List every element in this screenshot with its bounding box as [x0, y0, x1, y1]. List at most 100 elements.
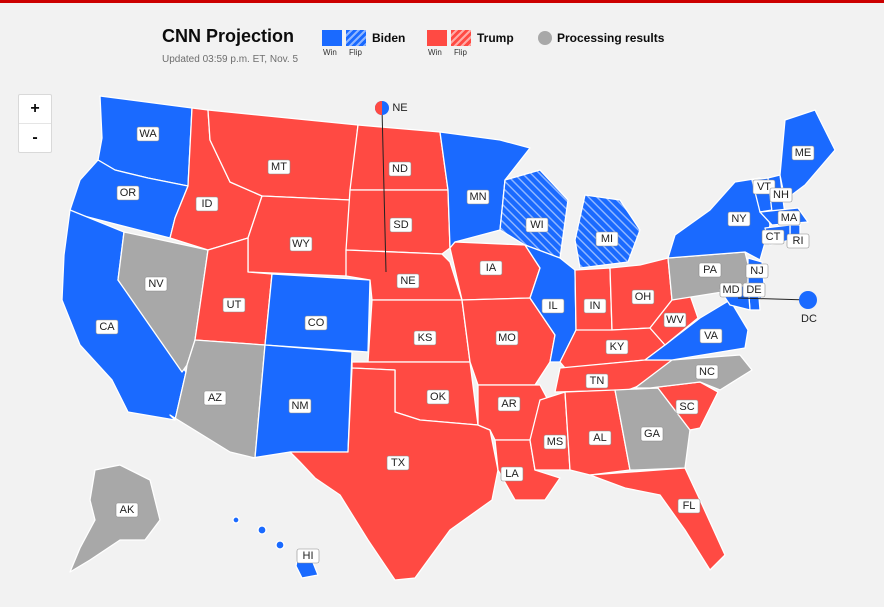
- state-label-box-or: [116, 185, 140, 201]
- state-label-tn: TN: [590, 375, 605, 387]
- dc-label: DC: [801, 313, 817, 325]
- state-label-mo: MO: [498, 332, 516, 344]
- state-label-nv: NV: [148, 278, 164, 290]
- zoom-in-button[interactable]: +: [30, 100, 40, 117]
- state-label-box-nm: [288, 398, 312, 414]
- state-label-hi: HI: [303, 550, 314, 562]
- state-fl[interactable]: [589, 467, 726, 571]
- top-accent-bar: [0, 0, 884, 3]
- state-label-ar: AR: [501, 398, 516, 410]
- state-hi[interactable]: [232, 516, 319, 579]
- state-label-fl: FL: [683, 500, 696, 512]
- state-label-box-ca: [95, 319, 119, 335]
- state-ak[interactable]: [69, 464, 161, 573]
- state-label-box-co: [304, 315, 328, 331]
- state-label-box-ma: [777, 210, 801, 226]
- state-label-box-fl: [677, 498, 701, 514]
- state-label-box-nj: [745, 263, 769, 279]
- dc-marker[interactable]: DC: [737, 291, 817, 325]
- state-label-box-nc: [695, 364, 719, 380]
- state-label-il: IL: [548, 300, 557, 312]
- zoom-out-button[interactable]: -: [19, 123, 51, 152]
- state-label-box-va: [699, 328, 723, 344]
- state-label-wa: WA: [139, 128, 157, 140]
- state-label-box-wa: [136, 126, 160, 142]
- state-label-ak: AK: [120, 504, 135, 516]
- state-label-in: IN: [590, 300, 601, 312]
- legend-biden-label: Biden: [372, 31, 406, 45]
- state-label-ct: CT: [766, 231, 781, 243]
- state-label-box-pa: [698, 262, 722, 278]
- legend-processing-label: Processing results: [557, 31, 665, 45]
- state-label-ny: NY: [731, 213, 747, 225]
- state-label-nm: NM: [291, 400, 308, 412]
- state-nd[interactable]: [349, 124, 449, 191]
- map-header: CNN Projection Updated 03:59 p.m. ET, No…: [162, 26, 298, 65]
- state-label-box-ct: [761, 229, 785, 245]
- state-label-or: OR: [120, 187, 137, 199]
- state-label-box-wi: [525, 217, 549, 233]
- biden-win-swatch: [322, 30, 342, 46]
- state-label-box-la: [500, 466, 524, 482]
- state-label-box-wv: [663, 312, 687, 328]
- state-label-ma: MA: [781, 212, 798, 224]
- state-label-md: MD: [722, 284, 739, 296]
- state-label-box-mt: [267, 159, 291, 175]
- state-tx[interactable]: [289, 367, 499, 581]
- ne-split-marker[interactable]: NE: [375, 101, 408, 273]
- state-label-ky: KY: [610, 341, 625, 353]
- state-label-mn: MN: [469, 191, 486, 203]
- state-label-box-ms: [543, 434, 567, 450]
- state-label-box-ks: [413, 330, 437, 346]
- state-label-box-id: [195, 196, 219, 212]
- state-label-ne: NE: [400, 275, 415, 287]
- state-label-box-il: [541, 298, 565, 314]
- state-label-box-ga: [640, 426, 664, 442]
- state-label-box-sd: [389, 217, 413, 233]
- state-mi[interactable]: [574, 194, 641, 269]
- state-label-box-tx: [386, 455, 410, 471]
- state-label-box-ne: [396, 273, 420, 289]
- state-label-ri: RI: [793, 235, 804, 247]
- state-label-box-al: [588, 430, 612, 446]
- state-label-mt: MT: [271, 161, 287, 173]
- state-label-box-sc: [675, 399, 699, 415]
- state-nc[interactable]: [634, 354, 753, 391]
- state-label-box-me: [791, 145, 815, 161]
- legend-trump-label: Trump: [477, 31, 514, 45]
- state-label-wv: WV: [666, 314, 684, 326]
- state-label-box-ia: [479, 260, 503, 276]
- state-label-vt: VT: [757, 181, 771, 193]
- state-label-mi: MI: [601, 233, 613, 245]
- state-label-box-ny: [727, 211, 751, 227]
- state-label-ia: IA: [486, 262, 497, 274]
- state-wy[interactable]: [247, 195, 351, 277]
- state-label-box-az: [203, 390, 227, 406]
- state-label-wy: WY: [292, 238, 310, 250]
- state-label-box-wy: [289, 236, 313, 252]
- state-label-box-in: [583, 298, 607, 314]
- state-label-va: VA: [704, 330, 719, 342]
- state-label-id: ID: [202, 198, 213, 210]
- state-label-wi: WI: [530, 219, 543, 231]
- state-label-box-tn: [585, 373, 609, 389]
- state-label-box-hi: [296, 548, 320, 564]
- page-title: CNN Projection: [162, 26, 295, 46]
- state-label-ca: CA: [99, 321, 115, 333]
- trump-win-swatch: [427, 30, 447, 46]
- state-label-de: DE: [746, 284, 761, 296]
- state-label-box-ak: [115, 502, 139, 518]
- biden-win-label: Win: [323, 48, 337, 57]
- state-label-box-nh: [769, 187, 793, 203]
- state-label-nc: NC: [699, 366, 715, 378]
- state-label-oh: OH: [635, 291, 652, 303]
- state-label-nd: ND: [392, 163, 408, 175]
- state-label-nj: NJ: [750, 265, 763, 277]
- state-co[interactable]: [264, 273, 371, 353]
- trump-flip-label: Flip: [454, 48, 467, 57]
- state-label-ks: KS: [418, 332, 433, 344]
- zoom-control: + -: [18, 94, 52, 153]
- state-label-az: AZ: [208, 392, 222, 404]
- state-ny[interactable]: [667, 177, 771, 261]
